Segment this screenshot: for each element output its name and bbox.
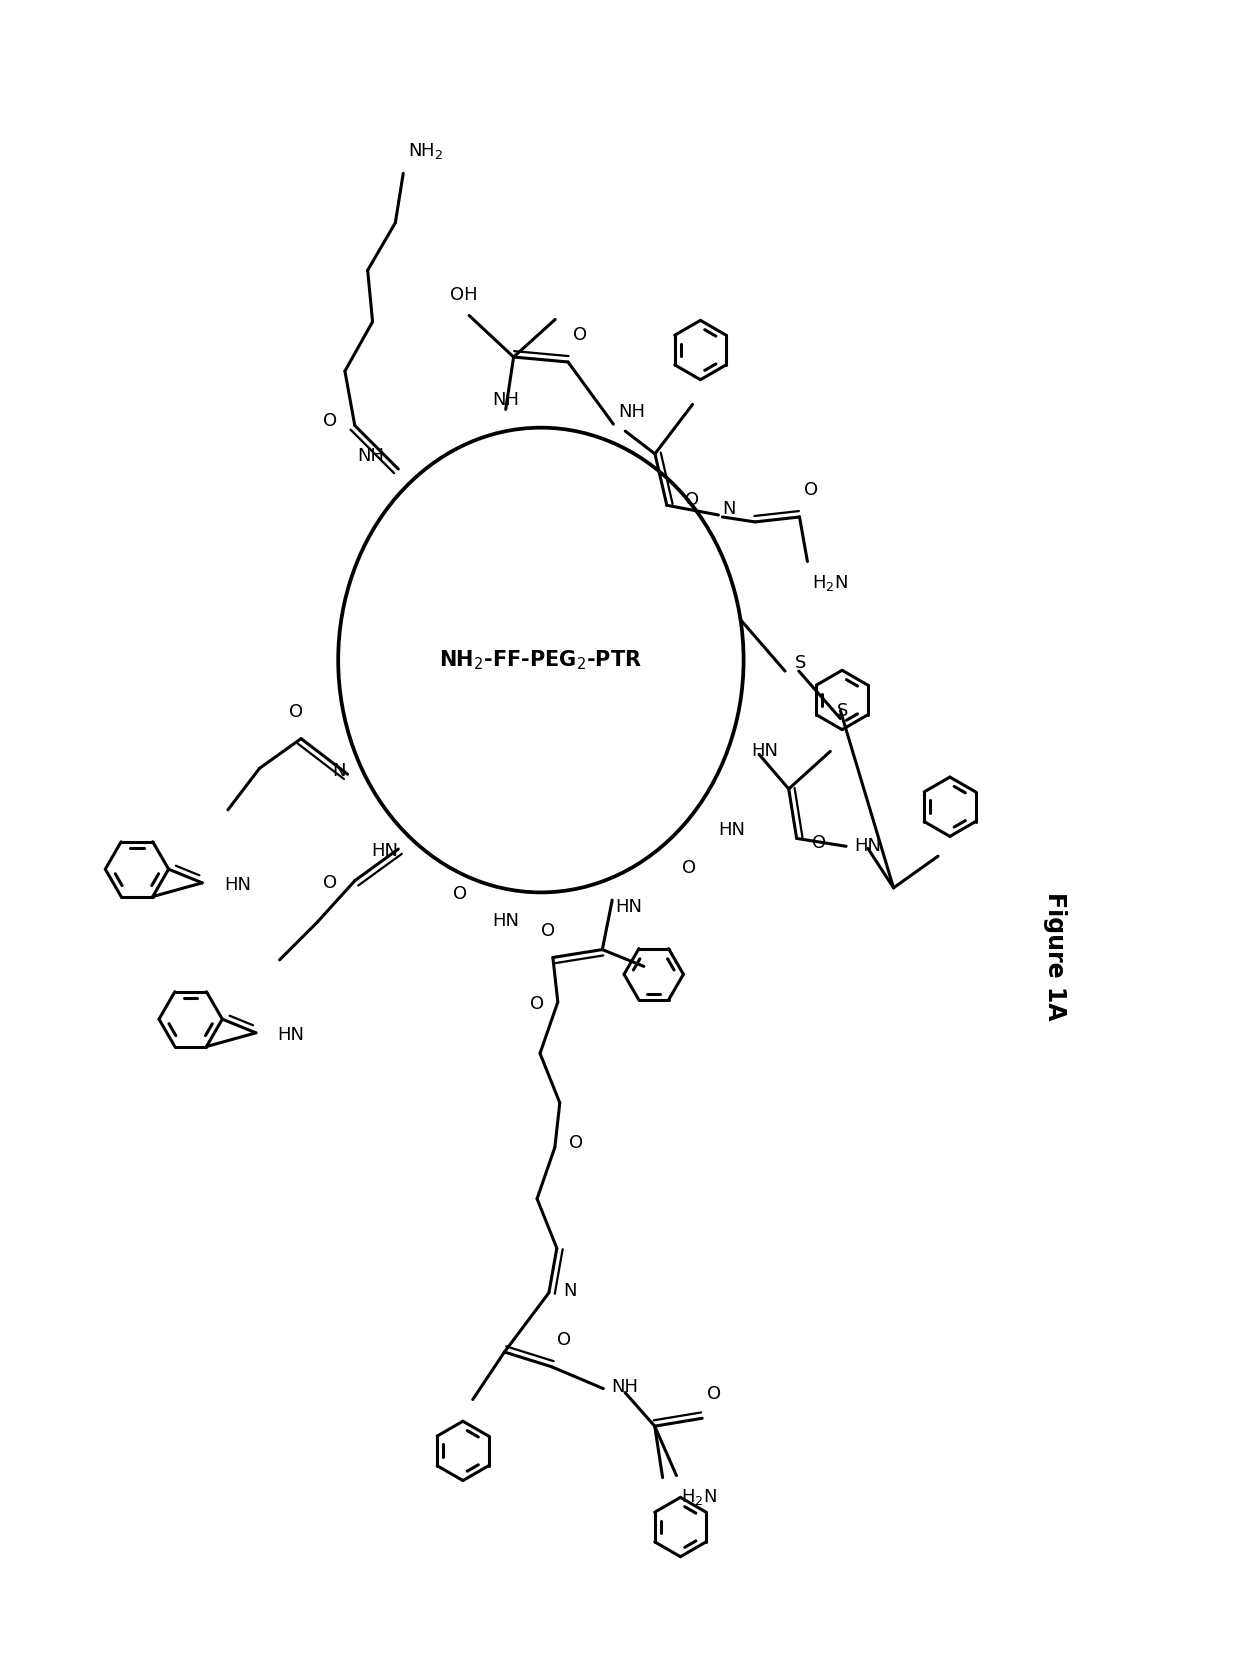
Text: S: S (795, 654, 806, 673)
Text: O: O (289, 703, 304, 722)
Text: H$_2$N: H$_2$N (682, 1487, 718, 1507)
Text: O: O (682, 859, 696, 878)
Text: O: O (684, 492, 699, 510)
Text: NH$_2$: NH$_2$ (408, 141, 444, 161)
Text: N: N (332, 762, 346, 780)
Text: HN: HN (615, 898, 642, 916)
Text: NH: NH (492, 391, 520, 409)
Text: NH: NH (611, 1378, 639, 1396)
Text: N: N (723, 500, 735, 519)
Text: O: O (541, 921, 556, 940)
Text: N: N (563, 1282, 577, 1300)
Text: Figure 1A: Figure 1A (1043, 893, 1068, 1020)
Ellipse shape (339, 428, 744, 893)
Text: H$_2$N: H$_2$N (812, 574, 848, 594)
Text: HN: HN (492, 913, 520, 930)
Text: HN: HN (278, 1025, 305, 1044)
Text: O: O (707, 1386, 722, 1403)
Text: HN: HN (371, 842, 398, 861)
Text: O: O (573, 326, 587, 344)
Text: O: O (557, 1331, 570, 1349)
Text: NH: NH (619, 403, 645, 421)
Text: S: S (837, 701, 848, 720)
Text: O: O (322, 874, 337, 891)
Text: O: O (529, 995, 544, 1014)
Text: O: O (812, 834, 827, 852)
Text: HN: HN (718, 821, 745, 839)
Text: HN: HN (751, 742, 779, 760)
Text: O: O (805, 482, 818, 498)
Text: OH: OH (450, 285, 477, 304)
Text: HN: HN (854, 837, 880, 856)
Text: HN: HN (224, 876, 250, 894)
Text: O: O (322, 411, 337, 430)
Text: O: O (453, 886, 466, 903)
Text: NH$_2$-FF-PEG$_2$-PTR: NH$_2$-FF-PEG$_2$-PTR (439, 648, 642, 671)
Text: O: O (569, 1134, 583, 1153)
Text: NH: NH (357, 446, 384, 465)
